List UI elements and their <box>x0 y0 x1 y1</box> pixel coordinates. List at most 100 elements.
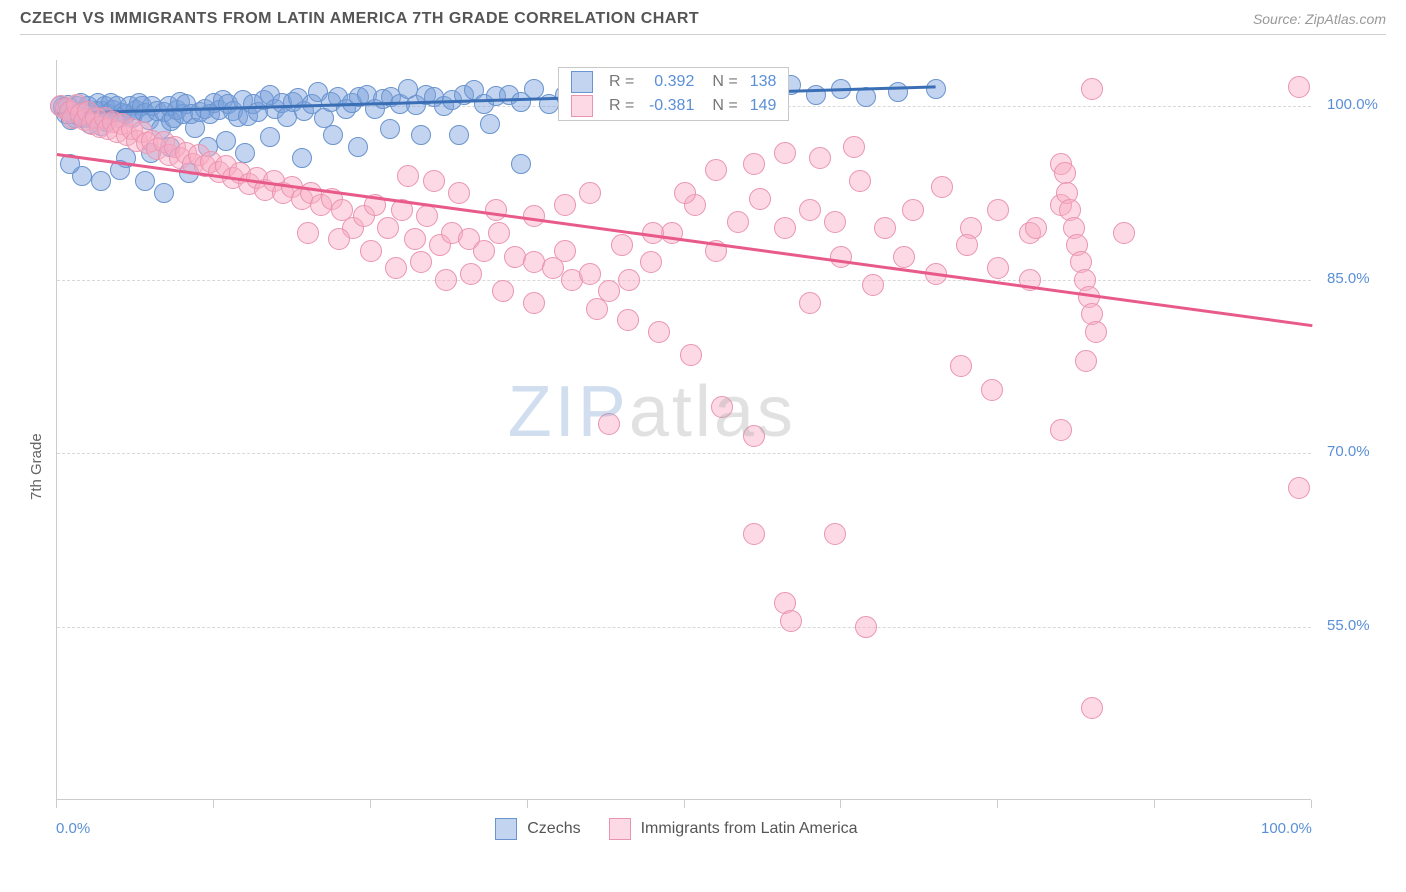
x-tick <box>213 800 214 808</box>
scatter-point <box>91 171 111 191</box>
scatter-point <box>416 205 438 227</box>
y-tick-label: 85.0% <box>1327 270 1370 287</box>
scatter-point <box>931 176 953 198</box>
scatter-point <box>618 269 640 291</box>
scatter-point <box>711 396 733 418</box>
scatter-point <box>260 127 280 147</box>
x-tick <box>527 800 528 808</box>
scatter-point <box>1081 697 1103 719</box>
y-tick-label: 100.0% <box>1327 96 1378 113</box>
chart-plot-area <box>56 60 1311 800</box>
scatter-point <box>824 211 846 233</box>
scatter-point <box>1054 162 1076 184</box>
x-tick <box>1154 800 1155 808</box>
scatter-point <box>774 217 796 239</box>
legend-item: Immigrants from Latin America <box>609 818 858 840</box>
scatter-point <box>216 131 236 151</box>
scatter-point <box>380 119 400 139</box>
scatter-point <box>749 188 771 210</box>
scatter-point <box>1075 350 1097 372</box>
gridline <box>57 627 1311 628</box>
scatter-point <box>617 309 639 331</box>
scatter-point <box>705 159 727 181</box>
legend-label: Czechs <box>527 820 580 838</box>
x-tick-label: 0.0% <box>56 820 90 837</box>
scatter-point <box>648 321 670 343</box>
scatter-point <box>297 222 319 244</box>
scatter-point <box>480 114 500 134</box>
chart-header: CZECH VS IMMIGRANTS FROM LATIN AMERICA 7… <box>20 10 1386 35</box>
x-tick <box>370 800 371 808</box>
x-tick-label: 100.0% <box>1261 820 1312 837</box>
scatter-point <box>460 263 482 285</box>
scatter-point <box>893 246 915 268</box>
x-tick <box>1311 800 1312 808</box>
scatter-point <box>806 85 826 105</box>
scatter-point <box>328 228 350 250</box>
legend-item: Czechs <box>495 818 580 840</box>
chart-source: Source: ZipAtlas.com <box>1253 11 1386 27</box>
scatter-point <box>135 171 155 191</box>
scatter-point <box>809 147 831 169</box>
scatter-point <box>1025 217 1047 239</box>
scatter-point <box>235 143 255 163</box>
scatter-point <box>950 355 972 377</box>
scatter-point <box>348 137 368 157</box>
scatter-point <box>956 234 978 256</box>
x-tick <box>684 800 685 808</box>
x-tick <box>56 800 57 808</box>
scatter-point <box>874 217 896 239</box>
scatter-point <box>323 125 343 145</box>
scatter-point <box>862 274 884 296</box>
scatter-point <box>1288 477 1310 499</box>
scatter-point <box>902 199 924 221</box>
legend-swatch <box>609 818 631 840</box>
scatter-point <box>423 170 445 192</box>
scatter-point <box>780 610 802 632</box>
scatter-point <box>485 199 507 221</box>
scatter-point <box>849 170 871 192</box>
series-legend: Czechs Immigrants from Latin America <box>495 818 857 840</box>
scatter-point <box>743 425 765 447</box>
scatter-point <box>981 379 1003 401</box>
scatter-point <box>488 222 510 244</box>
scatter-point <box>523 292 545 314</box>
scatter-point <box>987 199 1009 221</box>
scatter-point <box>830 246 852 268</box>
scatter-point <box>397 165 419 187</box>
scatter-point <box>611 234 633 256</box>
scatter-point <box>411 125 431 145</box>
scatter-point <box>586 298 608 320</box>
scatter-point <box>987 257 1009 279</box>
scatter-point <box>473 240 495 262</box>
scatter-point <box>1288 76 1310 98</box>
gridline <box>57 453 1311 454</box>
y-axis-title: 7th Grade <box>28 433 45 500</box>
scatter-point <box>492 280 514 302</box>
scatter-point <box>410 251 432 273</box>
scatter-point <box>1113 222 1135 244</box>
scatter-point <box>1085 321 1107 343</box>
legend-label: Immigrants from Latin America <box>641 820 858 838</box>
scatter-point <box>727 211 749 233</box>
legend-swatch <box>495 818 517 840</box>
scatter-point <box>579 263 601 285</box>
scatter-point <box>640 251 662 273</box>
scatter-point <box>799 199 821 221</box>
scatter-point <box>404 228 426 250</box>
scatter-point <box>360 240 382 262</box>
scatter-point <box>511 154 531 174</box>
chart-title: CZECH VS IMMIGRANTS FROM LATIN AMERICA 7… <box>20 10 699 28</box>
scatter-point <box>799 292 821 314</box>
scatter-point <box>661 222 683 244</box>
x-tick <box>997 800 998 808</box>
scatter-point <box>554 240 576 262</box>
scatter-point <box>926 79 946 99</box>
scatter-point <box>1050 419 1072 441</box>
correlation-legend: R =0.392N =138R =-0.381N =149 <box>558 67 789 121</box>
scatter-point <box>743 153 765 175</box>
scatter-point <box>855 616 877 638</box>
scatter-point <box>743 523 765 545</box>
scatter-point <box>435 269 457 291</box>
scatter-point <box>680 344 702 366</box>
